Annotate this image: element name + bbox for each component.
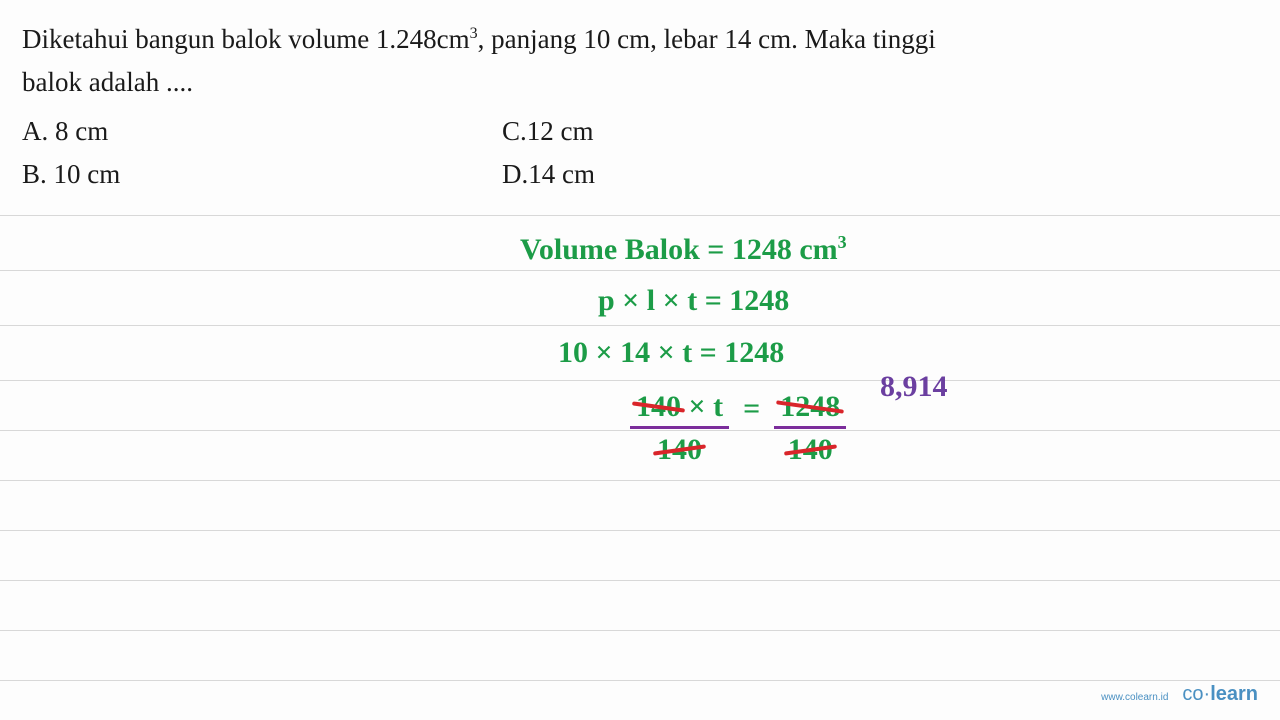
frac-left-xt: × t — [681, 390, 723, 423]
work-line-1: Volume Balok = 1248 cm3 — [520, 232, 847, 267]
work-line-3: 10 × 14 × t = 1248 — [558, 336, 784, 370]
fraction-right-numerator: 1248 — [774, 390, 846, 429]
ruled-line — [0, 530, 1280, 531]
ruled-line — [0, 580, 1280, 581]
option-c: C.12 cm — [502, 116, 594, 147]
fraction-left-numerator: 140 × t — [630, 390, 729, 429]
ruled-line — [0, 270, 1280, 271]
footer-branding: www.colearn.id co·learn — [1101, 683, 1258, 706]
answer-options: A. 8 cm C.12 cm B. 10 cm D.14 cm — [22, 116, 595, 202]
work-l1a: Volume Balok = 1248 cm — [520, 233, 838, 266]
work-l1-sup: 3 — [838, 232, 847, 252]
ruled-line — [0, 680, 1280, 681]
strike-140-den-left: 140 — [657, 433, 702, 467]
ruled-line — [0, 380, 1280, 381]
brand-light: co· — [1182, 683, 1210, 705]
footer-url: www.colearn.id — [1101, 692, 1168, 703]
fraction-left: 140 × t 140 — [630, 390, 729, 467]
question-line2: balok adalah .... — [22, 61, 936, 104]
ruled-line — [0, 215, 1280, 216]
fraction-right-denominator: 140 — [788, 429, 833, 467]
ruled-line — [0, 480, 1280, 481]
question-line1b: , panjang 10 cm, lebar 14 cm. Maka tingg… — [478, 24, 936, 54]
question-text: Diketahui bangun balok volume 1.248cm3, … — [22, 18, 936, 104]
question-line1a: Diketahui bangun balok volume 1.248cm — [22, 24, 470, 54]
ruled-line — [0, 630, 1280, 631]
fraction-right: 1248 140 — [774, 390, 846, 467]
fraction-equation: 140 × t 140 = 1248 140 — [630, 390, 846, 467]
strike-1248: 1248 — [780, 390, 840, 424]
strike-140-den-right: 140 — [788, 433, 833, 467]
option-d: D.14 cm — [502, 159, 595, 190]
option-b: B. 10 cm — [22, 159, 502, 190]
result-annotation: 8,914 — [880, 370, 948, 404]
question-sup: 3 — [470, 25, 478, 42]
option-a: A. 8 cm — [22, 116, 502, 147]
fraction-left-denominator: 140 — [657, 429, 702, 467]
brand-logo: co·learn — [1182, 683, 1258, 706]
strike-140-num-left: 140 — [636, 390, 681, 424]
work-line-2: p × l × t = 1248 — [598, 284, 789, 318]
brand-bold: learn — [1210, 683, 1258, 705]
ruled-line — [0, 325, 1280, 326]
equals-sign: = — [743, 392, 760, 426]
